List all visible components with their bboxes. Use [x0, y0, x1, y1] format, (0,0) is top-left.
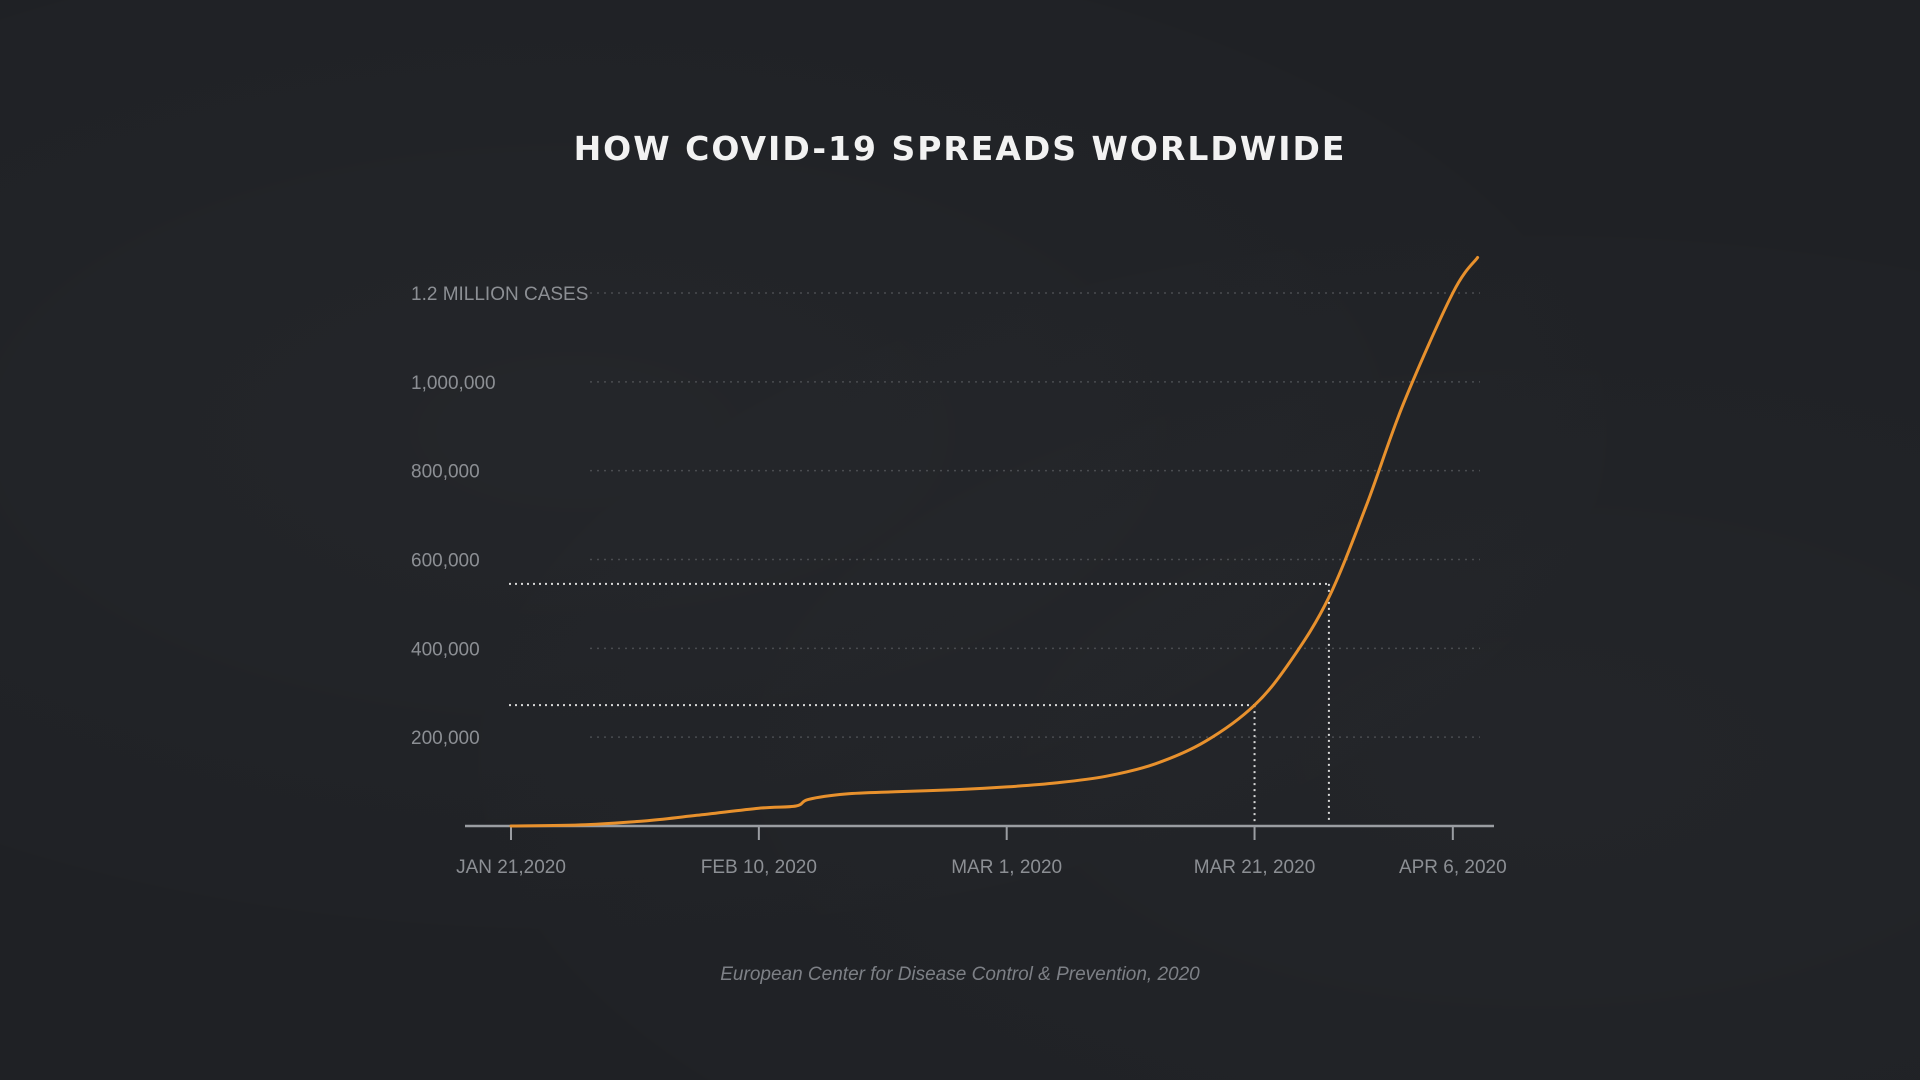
reference-lines — [509, 582, 1330, 822]
x-tick-label: FEB 10, 2020 — [701, 857, 817, 878]
x-tick-label: MAR 1, 2020 — [951, 857, 1062, 878]
y-tick-label: 1,000,000 — [411, 373, 496, 394]
y-tick-label: 200,000 — [411, 728, 480, 749]
x-tick-label: APR 6, 2020 — [1399, 857, 1507, 878]
y-tick-label: 1.2 MILLION CASES — [411, 284, 588, 305]
y-tick-label: 400,000 — [411, 639, 480, 660]
source-note: European Center for Disease Control & Pr… — [720, 964, 1200, 985]
y-tick-label: 600,000 — [411, 551, 480, 572]
y-tick-label: 800,000 — [411, 462, 480, 483]
series-line-cases — [509, 256, 1480, 828]
x-axis — [465, 824, 1494, 840]
x-tick-label: JAN 21,2020 — [456, 857, 566, 878]
x-tick-label: MAR 21, 2020 — [1194, 857, 1315, 878]
x-axis-labels: JAN 21,2020 FEB 10, 2020 MAR 1, 2020 MAR 21… — [456, 857, 1507, 878]
chart-title: HOW COVID-19 SPREADS WORLDWIDE — [574, 129, 1347, 168]
y-axis-labels: 200,000 400,000 600,000 800,000 1,000,000 1.2… — [411, 284, 588, 749]
grid-layer — [590, 292, 1480, 738]
series-layer — [509, 256, 1480, 828]
